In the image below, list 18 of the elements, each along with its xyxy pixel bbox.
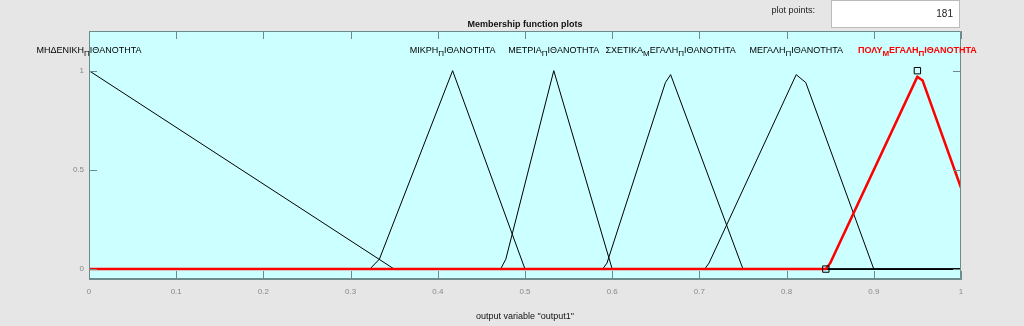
x-tick-label: 0.3 (345, 287, 357, 296)
x-tick-label: 0.9 (868, 287, 880, 296)
x-tick-label: 0.7 (693, 287, 706, 296)
x-axis-title: output variable "output1" (476, 311, 574, 322)
x-tick-label: 0.6 (606, 287, 619, 296)
chart-title: Membership function plots (467, 18, 583, 29)
x-tick-label: 0.8 (781, 287, 793, 296)
x-tick-label: 0.1 (170, 287, 183, 296)
y-tick-label: 0.5 (72, 165, 85, 175)
x-tick-label: 0.5 (519, 287, 532, 296)
x-tick-label: 0 (86, 287, 92, 296)
x-tick-label: 0.4 (432, 287, 444, 296)
x-tick-label: 1 (958, 287, 964, 296)
text: plot points: (770, 5, 815, 15)
y-tick-label: 0 (79, 264, 85, 274)
y-tick-label: 1 (79, 65, 85, 75)
number-field: 181 (831, 0, 960, 28)
x-tick-label: 0.2 (257, 287, 270, 296)
